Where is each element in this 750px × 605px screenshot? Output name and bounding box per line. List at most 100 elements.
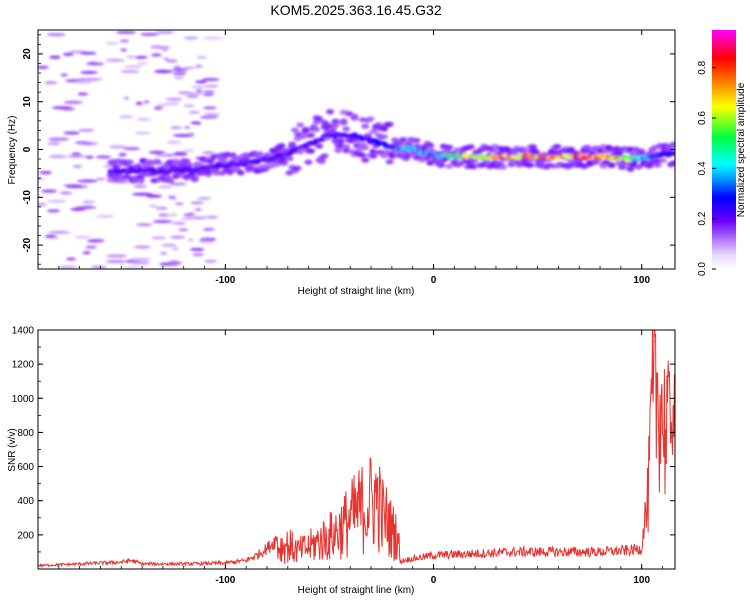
spectrogram-noise-cell (187, 132, 195, 136)
spectrogram-halo-cell (366, 116, 375, 122)
spectrogram-noise-cell (158, 214, 170, 218)
spectrogram-noise-cell (203, 106, 217, 110)
spectrogram-noise-cell (160, 251, 167, 255)
spectrogram-halo-cell (529, 144, 538, 150)
spectrogram-noise-cell (44, 81, 58, 85)
spectrogram-noise-cell (75, 205, 97, 210)
spectrogram-halo-cell (423, 155, 432, 161)
spectrogram-noise-cell (49, 55, 61, 59)
spectrogram-noise-cell (188, 110, 201, 115)
spectrogram-noise-cell (82, 200, 95, 204)
spectrogram-y-tick-label: -10 (22, 190, 33, 205)
spectrogram-noise-cell (118, 152, 127, 157)
spectrogram-noise-cell (71, 152, 82, 156)
spectrogram-noise-cell (66, 154, 88, 159)
spectrogram-noise-cell (151, 236, 167, 240)
spectrogram-noise-cell (47, 141, 61, 146)
spectrogram-noise-cell (204, 259, 217, 263)
spectrogram-noise-cell (44, 234, 57, 239)
spectrogram-noise-cell (190, 201, 204, 205)
spectrogram-noise-cell (166, 261, 183, 265)
spectrogram-noise-cell (202, 227, 215, 231)
spectrogram-noise-cell (204, 84, 219, 88)
spectrogram-noise-cell (80, 70, 98, 75)
spectrogram-halo-cell (304, 159, 313, 165)
spectrogram-halo-cell (152, 159, 161, 165)
spectrogram-halo-cell (658, 157, 667, 163)
spectrogram-noise-cell (204, 115, 219, 119)
spectrogram-halo-cell (618, 164, 627, 170)
spectrogram-x-tick-label: -100 (215, 275, 235, 286)
spectrogram-heatmap (38, 30, 675, 269)
spectrogram-noise-cell (140, 32, 159, 37)
snr-series-line (38, 330, 675, 568)
spectrogram-noise-cell (62, 52, 74, 56)
spectrogram-halo-cell (499, 164, 508, 170)
spectrogram-noise-cell (187, 238, 194, 242)
spectrogram-halo-cell (626, 166, 635, 172)
spectrogram-noise-cell (192, 253, 205, 257)
spectrogram-noise-cell (170, 235, 186, 239)
spectrogram-halo-cell (320, 119, 329, 126)
spectrogram-halo-cell (185, 162, 194, 168)
spectrogram-noise-cell (157, 154, 169, 158)
spectrogram-halo-cell (653, 162, 662, 168)
spectrogram-noise-cell (152, 219, 173, 224)
snr-x-axis-label: Height of straight line (km) (298, 585, 415, 596)
spectrogram-halo-cell (342, 143, 351, 150)
snr-y-tick-label: 200 (17, 530, 34, 541)
spectrogram-halo-cell (369, 153, 378, 159)
spectrogram-noise-cell (63, 131, 81, 135)
spectrogram-halo-cell (112, 164, 121, 171)
spectrogram-noise-cell (202, 36, 224, 40)
colorbar-tick-label: 0.2 (697, 211, 708, 225)
spectrogram-halo-cell (334, 147, 343, 153)
spectrogram-noise-cell (123, 96, 130, 100)
spectrogram-halo-cell (385, 121, 394, 127)
spectrogram-halo-cell (277, 143, 286, 149)
spectrogram-noise-cell (194, 208, 202, 212)
spectrogram-halo-cell (380, 126, 389, 132)
spectrogram-noise-cell (137, 61, 149, 66)
spectrogram-noise-cell (57, 137, 69, 141)
spectrogram-halo-cell (296, 122, 305, 128)
snr-y-tick-label: 1000 (12, 394, 35, 405)
spectrogram-noise-cell (155, 30, 175, 34)
spectrogram-halo-cell (455, 161, 464, 167)
spectrogram-noise-cell (178, 228, 189, 232)
spectrogram-noise-cell (115, 30, 137, 34)
spectrogram-halo-cell (190, 175, 199, 181)
spectrogram-noise-cell (51, 106, 73, 110)
spectrogram-noise-cell (203, 112, 221, 116)
spectrogram-noise-cell (77, 92, 89, 96)
spectrogram-noise-cell (120, 48, 128, 52)
spectrogram-noise-cell (153, 69, 173, 74)
spectrogram-noise-cell (85, 155, 94, 159)
spectrogram-halo-cell (445, 163, 454, 169)
spectrogram-noise-cell (41, 189, 58, 193)
spectrogram-noise-cell (124, 65, 142, 69)
snr-y-tick-label: 600 (17, 462, 34, 473)
spectrogram-noise-cell (105, 58, 125, 62)
spectrogram-noise-cell (183, 104, 195, 108)
spectrogram-noise-cell (133, 184, 147, 188)
spectrogram-noise-cell (119, 39, 129, 43)
spectrogram-noise-cell (196, 55, 208, 59)
spectrogram-halo-cell (331, 118, 340, 124)
spectrogram-noise-cell (153, 106, 163, 110)
spectrogram-halo-cell (315, 116, 324, 122)
spectrogram-noise-cell (66, 257, 77, 261)
spectrogram-noise-cell (199, 240, 215, 244)
spectrogram-noise-cell (195, 89, 203, 93)
spectrogram-noise-cell (190, 247, 205, 252)
snr-y-axis-label: SNR (v/v) (7, 428, 18, 471)
spectrogram-noise-cell (81, 77, 103, 81)
spectrogram-noise-cell (87, 239, 105, 243)
spectrogram-y-axis-label: Frequency (Hz) (7, 116, 18, 185)
colorbar: 0.0 0.2 0.4 0.6 0.8 Normalized spectral ampl… (697, 30, 747, 276)
spectrogram-halo-cell (182, 158, 191, 164)
spectrogram-halo-cell (136, 174, 145, 180)
spectrogram-noise-cell (48, 154, 67, 159)
